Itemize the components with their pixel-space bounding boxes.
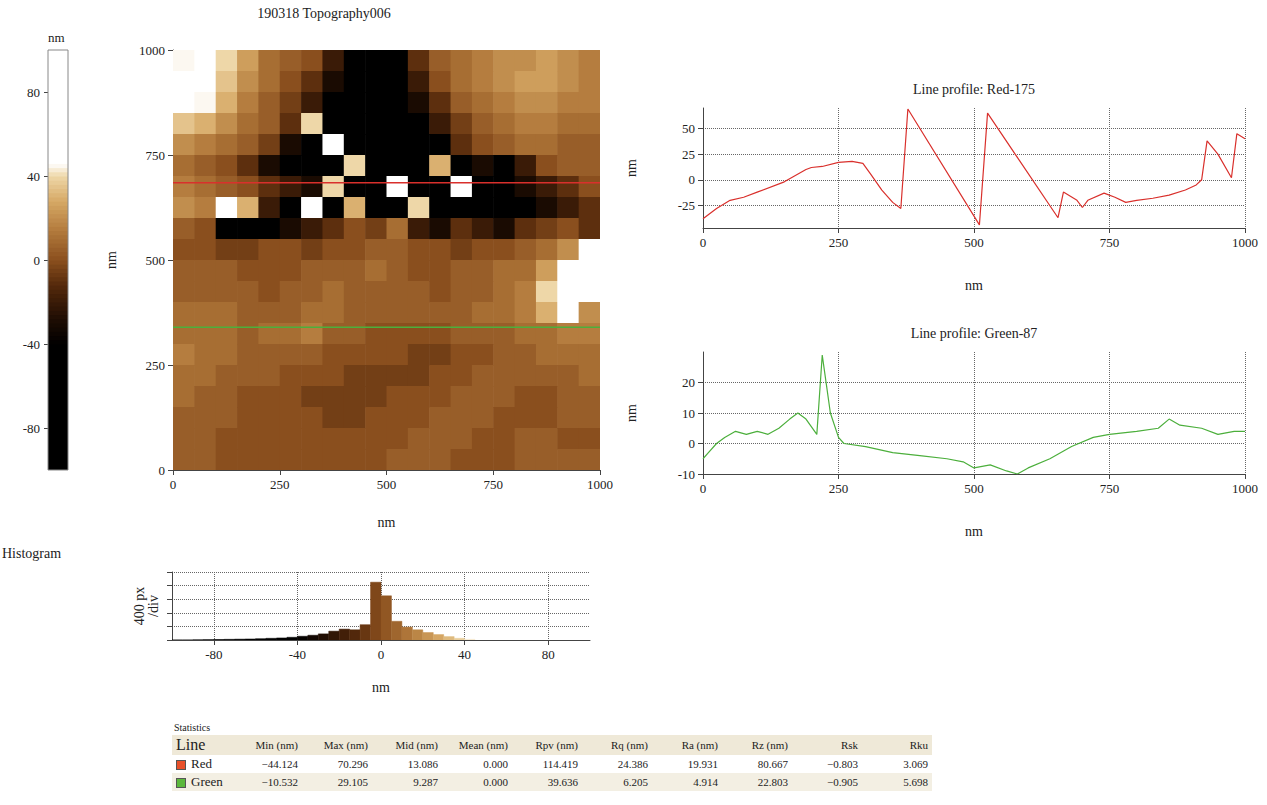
svg-text:1000: 1000 [1232, 481, 1258, 496]
svg-text:750: 750 [484, 477, 504, 492]
svg-text:20: 20 [682, 375, 695, 390]
html-text:−0.905: −0.905 [827, 776, 858, 788]
svg-text:250: 250 [829, 481, 849, 496]
html-text:5.698: 5.698 [903, 776, 928, 788]
svg-text:40: 40 [458, 647, 471, 662]
html-text:0.000: 0.000 [483, 758, 508, 770]
html-text:6.205: 6.205 [623, 776, 648, 788]
html-text:Red: Red [191, 756, 212, 771]
svg-text:Histogram: Histogram [2, 546, 61, 561]
html-text:Rku: Rku [909, 739, 928, 751]
svg-text:Line profile: Green-87: Line profile: Green-87 [911, 326, 1038, 341]
svg-text:750: 750 [146, 148, 166, 163]
html-text:13.086: 13.086 [407, 758, 438, 770]
svg-text:190318 Topography006: 190318 Topography006 [257, 6, 391, 21]
svg-text:0: 0 [700, 235, 707, 250]
html-text:9.287: 9.287 [413, 776, 438, 788]
svg-text:0: 0 [689, 172, 696, 187]
svg-text:nm: nm [372, 680, 390, 695]
html-text:Statistics: Statistics [174, 722, 211, 733]
svg-text:1000: 1000 [587, 477, 613, 492]
svg-text:80: 80 [542, 647, 555, 662]
html-text:3.069: 3.069 [903, 758, 928, 770]
html-text:19.931: 19.931 [687, 758, 718, 770]
svg-text:nm: nm [965, 278, 983, 293]
html-text:Mid (nm): Mid (nm) [395, 739, 438, 751]
svg-text:-25: -25 [678, 198, 695, 213]
svg-text:250: 250 [270, 477, 290, 492]
svg-text:500: 500 [964, 235, 984, 250]
svg-text:400 px: 400 px [132, 587, 147, 626]
svg-text:/div: /div [146, 595, 161, 617]
html-text:−0.803: −0.803 [827, 758, 858, 770]
svg-text:-80: -80 [23, 421, 40, 436]
svg-text:-10: -10 [678, 467, 695, 482]
svg-text:-80: -80 [205, 647, 222, 662]
svg-text:nm: nm [378, 515, 396, 530]
svg-text:1000: 1000 [139, 43, 165, 58]
html-text:22.803: 22.803 [757, 776, 788, 788]
html-text:Rsk: Rsk [840, 739, 858, 751]
html-text:Rq (nm): Rq (nm) [611, 739, 648, 751]
html-text:Line: Line [176, 736, 206, 753]
svg-text:nm: nm [48, 30, 65, 45]
svg-text:0: 0 [159, 463, 166, 478]
html-text:4.914: 4.914 [693, 776, 718, 788]
svg-text:0: 0 [378, 647, 385, 662]
svg-text:500: 500 [146, 253, 166, 268]
svg-text:nm: nm [104, 251, 119, 269]
html-text:70.296: 70.296 [337, 758, 368, 770]
svg-text:500: 500 [377, 477, 397, 492]
svg-text:500: 500 [964, 481, 984, 496]
svg-text:80: 80 [27, 85, 40, 100]
svg-text:750: 750 [1100, 235, 1120, 250]
svg-text:0: 0 [34, 253, 41, 268]
html-text:114.419: 114.419 [542, 758, 578, 770]
svg-text:40: 40 [27, 169, 40, 184]
svg-text:-40: -40 [289, 647, 306, 662]
html-text:39.636: 39.636 [547, 776, 578, 788]
svg-text:1000: 1000 [1232, 235, 1258, 250]
html-text:29.105: 29.105 [337, 776, 368, 788]
html-text:Green: Green [191, 774, 223, 789]
svg-text:250: 250 [146, 358, 166, 373]
svg-text:250: 250 [829, 235, 849, 250]
svg-text:0: 0 [700, 481, 707, 496]
html-text:−44.124: −44.124 [261, 758, 298, 770]
svg-text:Line profile: Red-175: Line profile: Red-175 [913, 82, 1035, 97]
svg-text:0: 0 [689, 436, 696, 451]
svg-text:0: 0 [170, 477, 177, 492]
html-text:Mean (nm): Mean (nm) [458, 739, 508, 751]
html-text:Rz (nm): Rz (nm) [751, 739, 788, 751]
svg-text:-40: -40 [23, 337, 40, 352]
html-text:−10.532: −10.532 [261, 776, 298, 788]
svg-text:nm: nm [624, 404, 639, 422]
html-text:Ra (nm): Ra (nm) [681, 739, 718, 751]
html-text:Rpv (nm): Rpv (nm) [535, 739, 578, 751]
svg-text:10: 10 [682, 406, 695, 421]
svg-text:25: 25 [682, 147, 695, 162]
html-text:24.386: 24.386 [617, 758, 648, 770]
svg-text:nm: nm [965, 524, 983, 539]
html-text:80.667: 80.667 [757, 758, 788, 770]
html-text:Min (nm): Min (nm) [255, 739, 298, 751]
svg-text:750: 750 [1100, 481, 1120, 496]
html-text:Max (nm): Max (nm) [323, 739, 368, 751]
svg-text:50: 50 [682, 121, 695, 136]
svg-text:nm: nm [624, 159, 639, 177]
html-text:0.000: 0.000 [483, 776, 508, 788]
